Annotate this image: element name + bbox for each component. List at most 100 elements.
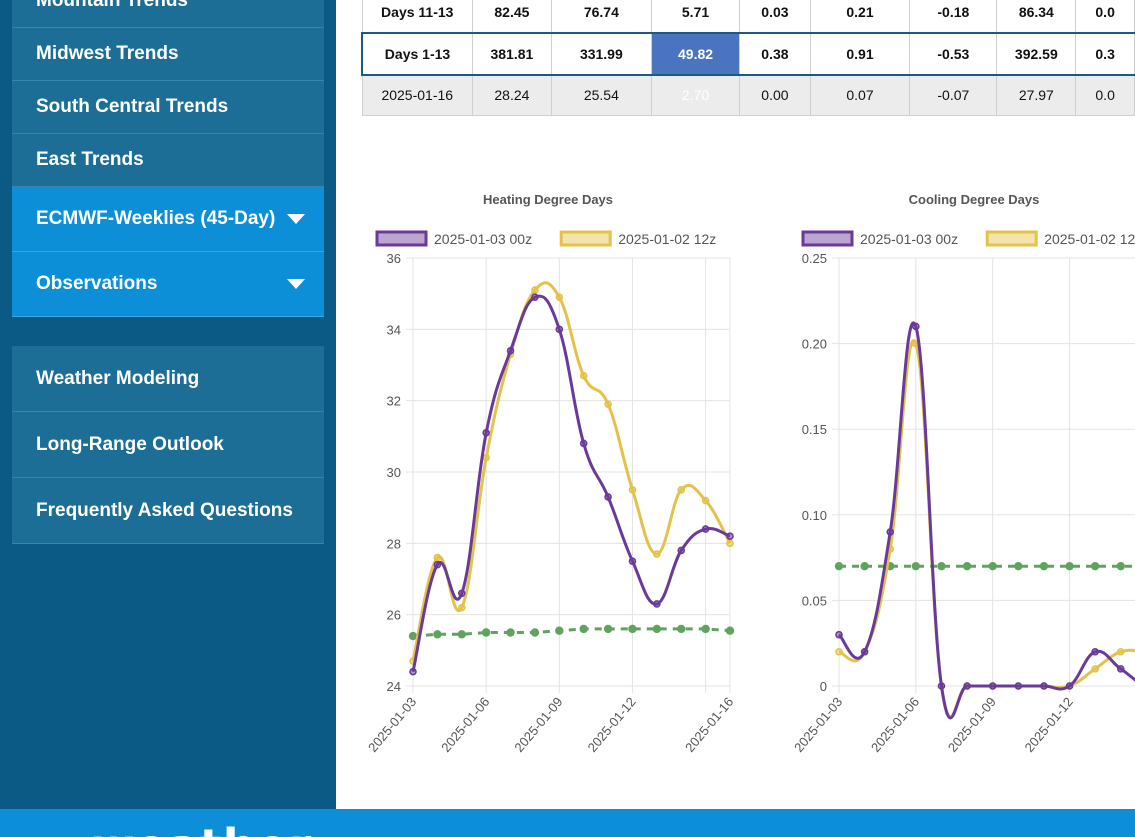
data-point bbox=[628, 557, 637, 565]
data-point bbox=[726, 532, 734, 541]
data-point bbox=[860, 647, 869, 656]
data-point bbox=[677, 546, 686, 555]
caret-down-icon bbox=[287, 279, 305, 289]
data-point bbox=[555, 325, 564, 334]
x-tick-label: 2025-01-12 bbox=[585, 694, 639, 755]
footer-logo: weather bbox=[92, 819, 312, 837]
data-point bbox=[433, 560, 442, 569]
data-point-normal bbox=[725, 626, 735, 635]
table-cell: 381.81 bbox=[472, 31, 552, 76]
table-cell: -0.07 bbox=[909, 74, 998, 116]
sidebar-item-midwest-trends[interactable]: Midwest Trends bbox=[12, 28, 324, 81]
sidebar-link-label: Long-Range Outlook bbox=[36, 433, 224, 455]
data-point bbox=[433, 553, 442, 562]
regional-trends-menu: Mountain Trends Midwest Trends South Cen… bbox=[12, 0, 324, 317]
table-cell: 5.71 bbox=[650, 0, 741, 33]
data-point bbox=[1091, 647, 1099, 656]
data-point bbox=[963, 682, 971, 690]
sidebar-item-ecmwf-weeklies[interactable]: ECMWF-Weeklies (45-Day) bbox=[12, 187, 324, 252]
data-point bbox=[531, 293, 539, 302]
data-point-normal bbox=[457, 630, 466, 639]
legend-swatch bbox=[375, 230, 428, 247]
data-point-normal bbox=[834, 561, 844, 571]
table-cell-highlight: 2.70 bbox=[650, 74, 741, 116]
x-tick-label: 2025-01-03 bbox=[365, 694, 419, 755]
data-point bbox=[1014, 682, 1023, 690]
data-point-normal bbox=[701, 624, 710, 634]
y-tick-label: 0.20 bbox=[802, 337, 827, 352]
x-tick-label: 2025-01-12 bbox=[1022, 694, 1076, 755]
table-cell: -0.18 bbox=[909, 0, 998, 33]
data-point-normal bbox=[1065, 561, 1074, 571]
table-cell: 0.07 bbox=[809, 74, 911, 116]
data-point bbox=[937, 682, 946, 690]
y-tick-label: 36 bbox=[387, 251, 401, 266]
data-point bbox=[409, 667, 417, 676]
sidebar-item-label: East Trends bbox=[36, 149, 144, 170]
data-point-normal bbox=[860, 561, 869, 571]
y-tick-label: 0.15 bbox=[802, 422, 827, 437]
data-point bbox=[579, 439, 588, 448]
data-point bbox=[506, 346, 515, 355]
data-point bbox=[457, 603, 466, 612]
x-tick-label: 2025-01-09 bbox=[945, 694, 999, 755]
legend-swatch bbox=[559, 230, 612, 247]
data-point bbox=[628, 486, 637, 494]
table-cell: 28.24 bbox=[472, 74, 552, 116]
data-point bbox=[653, 550, 661, 558]
series-line bbox=[411, 294, 731, 673]
data-point bbox=[482, 453, 490, 462]
y-tick-label: 0.10 bbox=[802, 508, 827, 523]
data-point bbox=[835, 647, 843, 656]
data-point bbox=[457, 589, 466, 598]
table-cell: Days 1-13 bbox=[361, 31, 473, 76]
info-links-menu: Weather Modeling Long-Range Outlook Freq… bbox=[12, 346, 324, 544]
legend-label: 2025-01-03 00z bbox=[860, 231, 958, 247]
sidebar-link-label: Frequently Asked Questions bbox=[36, 499, 293, 521]
legend-label: 2025-01-03 00z bbox=[434, 231, 532, 247]
table-cell: 0.03 bbox=[739, 0, 811, 33]
table-cell: 0.0 bbox=[1075, 74, 1135, 116]
data-point-normal bbox=[408, 631, 418, 641]
data-point bbox=[1065, 682, 1074, 690]
sidebar-item-label: South Central Trends bbox=[36, 96, 229, 117]
data-point bbox=[1116, 647, 1125, 656]
chart-title: Cooling Degree Days bbox=[909, 192, 1040, 207]
y-tick-label: 34 bbox=[387, 322, 401, 337]
sidebar-link-weather-modeling[interactable]: Weather Modeling bbox=[12, 346, 324, 412]
data-point-normal bbox=[433, 630, 442, 639]
footer: weather bbox=[0, 809, 1135, 837]
sidebar-link-faq[interactable]: Frequently Asked Questions bbox=[12, 478, 324, 544]
data-point-normal bbox=[1014, 561, 1023, 571]
data-point-normal bbox=[988, 561, 997, 571]
x-tick-label: 2025-01-16 bbox=[682, 694, 736, 755]
data-point-normal bbox=[481, 628, 491, 637]
x-tick-label: 2025-01-09 bbox=[511, 694, 565, 755]
sidebar-item-mountain-trends[interactable]: Mountain Trends bbox=[12, 0, 324, 28]
data-point-normal bbox=[530, 628, 540, 637]
sidebar-item-observations[interactable]: Observations bbox=[12, 252, 324, 317]
data-point-normal bbox=[962, 561, 972, 571]
sidebar-link-label: Weather Modeling bbox=[36, 367, 200, 389]
legend-swatch bbox=[801, 230, 854, 247]
sidebar-link-long-range-outlook[interactable]: Long-Range Outlook bbox=[12, 412, 324, 478]
y-tick-label: 32 bbox=[387, 394, 401, 409]
sidebar-item-east-trends[interactable]: East Trends bbox=[12, 134, 324, 187]
data-point-normal bbox=[1090, 561, 1100, 571]
x-tick-label: 2025-01-06 bbox=[438, 694, 492, 755]
x-tick-label: 2025-01-06 bbox=[868, 694, 922, 755]
data-point bbox=[886, 528, 895, 536]
table-cell: 392.59 bbox=[996, 31, 1077, 76]
data-point-normal bbox=[652, 624, 662, 634]
data-point bbox=[912, 322, 920, 331]
main-content: Days 11-13 82.45 76.74 5.71 0.03 0.21 -0… bbox=[336, 0, 1135, 809]
data-point bbox=[701, 525, 710, 533]
table-cell: 0.00 bbox=[739, 74, 811, 116]
sidebar-item-south-central-trends[interactable]: South Central Trends bbox=[12, 81, 324, 134]
data-point bbox=[531, 286, 539, 294]
x-tick-label: 2025-01-03 bbox=[791, 694, 845, 755]
y-tick-label: 30 bbox=[387, 465, 401, 480]
data-point bbox=[726, 539, 734, 548]
data-point bbox=[701, 496, 710, 505]
data-point bbox=[604, 493, 612, 501]
